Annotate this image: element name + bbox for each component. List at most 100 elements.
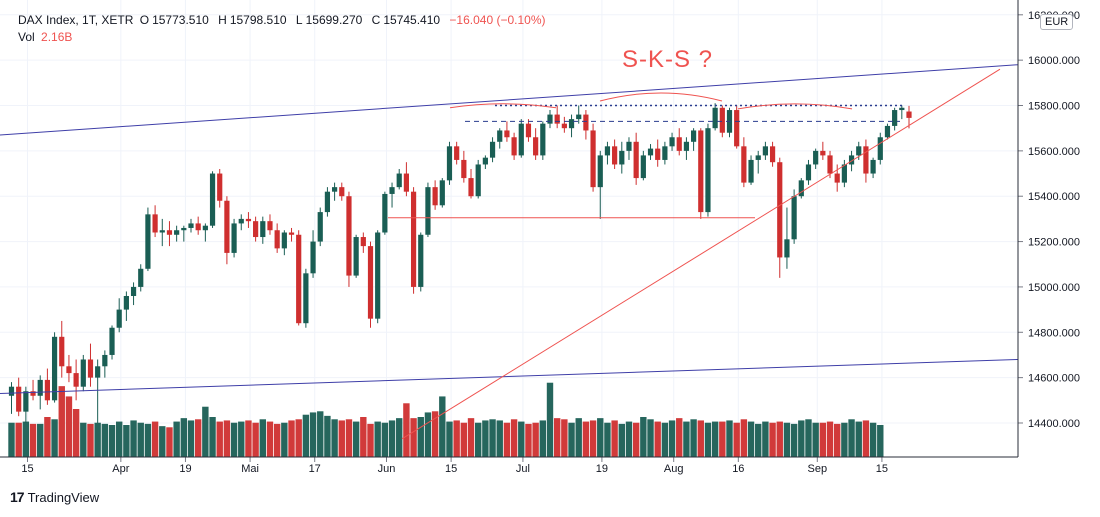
candle-body — [446, 146, 453, 181]
candle-body — [525, 123, 532, 138]
volume-bar — [661, 422, 669, 457]
candle-body — [568, 119, 575, 129]
currency-badge[interactable]: EUR — [1040, 14, 1074, 30]
candle — [877, 132, 883, 165]
volume-bar — [194, 419, 202, 457]
candle-body — [511, 137, 517, 156]
candle — [604, 141, 611, 165]
candle-body — [712, 107, 718, 129]
candle-body — [892, 110, 898, 126]
x-tick-label: 19 — [596, 463, 608, 475]
volume-bar — [331, 419, 338, 457]
candle — [209, 171, 216, 228]
candle — [647, 144, 654, 160]
candle — [353, 234, 359, 278]
candle — [691, 128, 697, 151]
volume-bar — [65, 396, 73, 457]
volume-bar — [223, 420, 231, 457]
candle-body — [497, 130, 503, 142]
drawings — [0, 64, 1019, 440]
volume-bar — [252, 422, 259, 457]
candle-body — [8, 386, 15, 396]
candle-body — [288, 232, 295, 235]
candle — [619, 141, 625, 174]
candle — [583, 110, 589, 140]
candle-body — [109, 327, 115, 355]
y-tick-label: 16000.000 — [1028, 55, 1080, 67]
volume-bar — [166, 427, 173, 457]
y-tick-label: 15600.000 — [1028, 146, 1080, 158]
candle — [66, 354, 72, 383]
open-label: O — [139, 13, 150, 27]
candle-body — [367, 246, 374, 319]
candle — [281, 230, 287, 256]
y-tick-label: 15800.000 — [1028, 101, 1080, 113]
volume-bar — [360, 417, 367, 457]
candle — [454, 141, 460, 165]
candle — [784, 207, 790, 269]
rising-support-line — [401, 68, 1001, 440]
volume-bar — [726, 420, 733, 457]
candle-body — [590, 130, 596, 188]
candle-body — [37, 379, 43, 396]
candle — [863, 139, 869, 183]
volume-bar — [683, 421, 690, 457]
candle-body — [504, 130, 510, 138]
candle — [633, 132, 639, 185]
volume-bar — [869, 422, 877, 457]
candle — [267, 214, 273, 235]
candle — [834, 164, 840, 192]
candle — [734, 105, 740, 149]
candle — [576, 105, 582, 124]
volume-bar — [8, 422, 15, 457]
candle-body — [73, 373, 79, 387]
candle-body — [116, 309, 122, 328]
volume-bar — [230, 422, 238, 457]
candle-body — [669, 137, 675, 147]
candle-body — [432, 187, 438, 206]
candle — [820, 141, 826, 160]
volume-bar — [747, 421, 755, 457]
candle-body — [339, 187, 345, 197]
candle — [698, 128, 704, 219]
volume-bar — [553, 418, 561, 457]
candle-body — [856, 146, 862, 156]
volume-bar — [396, 418, 403, 457]
volume-bar — [762, 421, 769, 457]
candle — [676, 128, 682, 156]
candle-body — [353, 237, 359, 276]
candle — [669, 132, 675, 151]
volume-bar — [22, 421, 30, 457]
pattern-annotation: S-K-S ? — [622, 46, 714, 73]
volume-bar — [87, 423, 94, 457]
candle — [726, 107, 733, 138]
candle-body — [403, 173, 409, 192]
volume-bar — [381, 422, 389, 457]
branding-text: TradingView — [27, 489, 100, 505]
candle-body — [303, 273, 309, 324]
tradingview-logo[interactable]: 17 TradingView — [10, 489, 99, 505]
candle — [755, 150, 761, 174]
left-shoulder-arc — [449, 103, 557, 109]
candle — [339, 182, 345, 201]
candle-body — [805, 164, 812, 181]
volume-bar — [431, 411, 439, 457]
candle-body — [719, 107, 725, 133]
volume-bar — [29, 423, 37, 457]
candle-body — [138, 268, 144, 287]
x-tick-label: Aug — [664, 463, 684, 475]
volume-bar — [94, 422, 101, 457]
volume-bar — [209, 417, 216, 457]
candle-body — [755, 155, 761, 160]
volume-bar — [510, 419, 518, 457]
candle — [274, 223, 280, 253]
candle — [109, 325, 115, 360]
candle-body — [209, 173, 216, 226]
candle — [224, 196, 230, 265]
x-tick-label: Apr — [112, 463, 129, 475]
candle-body — [188, 223, 194, 228]
volume-bar — [187, 420, 195, 457]
candle — [260, 216, 266, 244]
candle-body — [877, 137, 883, 160]
